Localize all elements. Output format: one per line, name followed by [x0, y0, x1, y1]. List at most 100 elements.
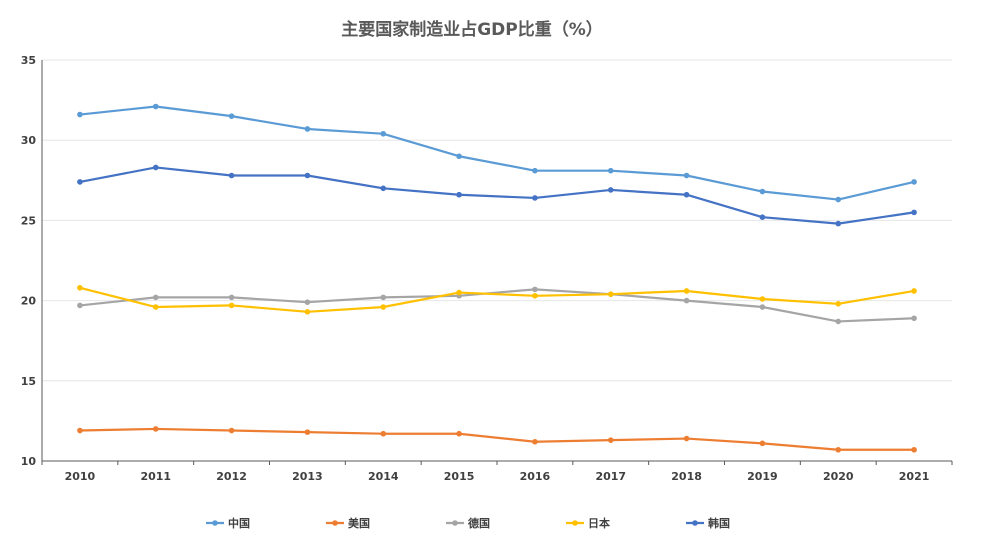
data-point-3-6	[532, 292, 538, 299]
data-point-3-2	[228, 302, 235, 309]
legend-item-0: 中国	[206, 516, 250, 530]
y-tick-label-5: 35	[21, 54, 36, 67]
data-point-1-0	[77, 427, 83, 434]
data-point-3-5	[456, 289, 462, 296]
data-point-2-4	[380, 294, 387, 301]
data-point-2-3	[304, 299, 311, 306]
x-tick-label-2011: 2011	[140, 470, 171, 483]
series-1	[77, 426, 917, 453]
chart-title: 主要国家制造业占GDP比重（%）	[341, 19, 603, 40]
legend-label-1: 美国	[348, 516, 370, 530]
series-line-3	[79, 286, 915, 313]
data-point-0-1	[152, 103, 159, 110]
data-point-3-0	[77, 284, 83, 291]
series-line-4	[79, 166, 915, 225]
data-point-0-5	[456, 153, 462, 160]
x-tick-label-2016: 2016	[520, 470, 551, 483]
x-tick-label-2021: 2021	[899, 470, 930, 483]
series-line-2	[79, 288, 915, 323]
y-tick-label-2: 20	[21, 295, 37, 308]
data-point-0-2	[228, 113, 235, 119]
data-point-0-6	[532, 167, 538, 174]
series-layer	[77, 103, 917, 453]
y-tick-label-0: 10	[21, 455, 37, 468]
data-point-3-11	[911, 288, 917, 294]
x-tick-label-2013: 2013	[292, 470, 323, 483]
legend-marker-3	[572, 520, 578, 526]
data-point-1-4	[380, 430, 387, 437]
series-line-1	[79, 427, 915, 451]
x-tick-label-2010: 2010	[65, 470, 96, 483]
legend-item-3: 日本	[566, 516, 610, 530]
data-point-4-1	[152, 164, 159, 171]
legend-item-2: 德国	[446, 516, 490, 530]
data-point-2-8	[683, 297, 690, 304]
y-tick-label-4: 30	[21, 134, 37, 147]
data-point-1-10	[835, 446, 842, 453]
data-point-4-9	[759, 214, 766, 220]
legend-label-4: 韩国	[708, 516, 730, 530]
legend-marker-1	[332, 520, 338, 526]
data-point-3-7	[607, 291, 614, 297]
data-point-1-1	[152, 426, 159, 432]
data-point-1-2	[228, 427, 235, 434]
data-point-3-10	[835, 301, 842, 307]
data-point-1-8	[683, 435, 690, 442]
data-point-3-9	[759, 296, 766, 302]
legend-label-0: 中国	[228, 516, 250, 530]
legend-label-2: 德国	[467, 516, 490, 530]
x-tick-label-2012: 2012	[216, 470, 247, 483]
data-point-3-8	[683, 288, 690, 294]
series-2	[77, 286, 917, 325]
data-point-2-9	[759, 304, 766, 310]
data-point-3-3	[304, 309, 311, 315]
legend-marker-4	[692, 520, 698, 526]
legend-marker-0	[212, 520, 218, 526]
data-point-1-9	[759, 440, 766, 447]
data-point-1-5	[456, 430, 462, 437]
data-point-0-11	[911, 179, 917, 185]
data-point-4-7	[607, 187, 614, 193]
data-point-2-1	[152, 294, 159, 301]
series-0	[77, 103, 917, 203]
data-point-4-11	[911, 209, 917, 216]
data-point-4-4	[380, 185, 387, 192]
y-tick-label-3: 25	[21, 214, 36, 227]
x-tick-label-2015: 2015	[444, 470, 475, 483]
data-point-2-11	[911, 315, 917, 322]
data-point-0-10	[835, 196, 842, 203]
data-point-3-1	[152, 304, 159, 310]
axes: 10 15 20 25 30 35 2010 2011 2012 2013 2014 2015 2016…	[21, 54, 953, 483]
legend: 中国 美国 德国 日本 韩国	[206, 516, 730, 530]
data-point-0-9	[759, 188, 766, 195]
data-point-0-8	[683, 172, 690, 179]
legend-item-4: 韩国	[686, 516, 730, 530]
x-tick-label-2019: 2019	[747, 470, 778, 483]
x-tick-label-2018: 2018	[671, 470, 702, 483]
data-point-4-10	[835, 220, 842, 227]
data-point-4-8	[683, 191, 690, 198]
data-point-4-5	[456, 191, 462, 198]
data-point-0-3	[304, 126, 311, 132]
data-point-1-11	[911, 446, 917, 453]
legend-marker-2	[452, 520, 458, 526]
data-point-1-6	[532, 438, 538, 445]
data-point-2-2	[228, 294, 235, 301]
data-point-0-4	[380, 130, 387, 137]
data-point-0-0	[77, 111, 83, 118]
data-point-4-3	[304, 172, 311, 179]
series-3	[77, 284, 917, 315]
data-point-4-0	[77, 179, 83, 185]
data-point-3-4	[380, 304, 387, 310]
data-point-2-0	[77, 302, 83, 309]
series-4	[77, 164, 917, 227]
data-point-4-6	[532, 195, 538, 201]
legend-label-3: 日本	[588, 516, 610, 530]
data-point-1-3	[304, 429, 311, 435]
series-line-0	[79, 105, 915, 201]
x-tick-label-2017: 2017	[595, 470, 626, 483]
grid	[42, 59, 952, 382]
x-tick-label-2020: 2020	[823, 470, 854, 483]
data-point-4-2	[228, 172, 235, 179]
